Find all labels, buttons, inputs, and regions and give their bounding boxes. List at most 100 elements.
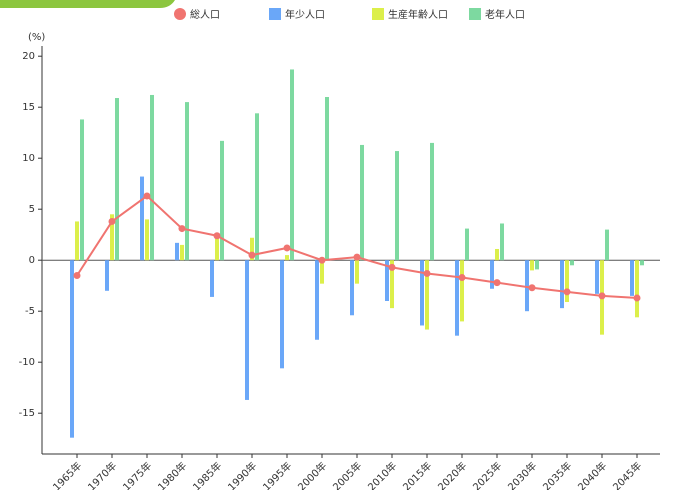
y-tick-label: -10 [19,357,35,368]
bar [560,260,564,309]
line-point [248,251,256,259]
bar [455,260,459,336]
x-tick-label: 2010年 [365,459,399,490]
line-point [353,253,361,261]
legend-label: 総人口 [190,8,220,21]
bar [640,260,644,266]
x-tick-label: 1995年 [260,459,294,490]
y-tick-label: -5 [25,306,35,317]
bar [535,260,539,270]
line-point [563,288,571,296]
bar [460,260,464,322]
x-tick-label: 2025年 [470,459,504,490]
bar [70,260,74,438]
legend-marker [174,8,186,20]
y-tick-label: 5 [29,204,35,215]
line-point [598,292,606,300]
x-tick-label: 1965年 [50,459,84,490]
y-tick-label: 15 [22,102,35,113]
y-tick-label: 20 [22,51,35,62]
legend-marker [269,8,281,20]
bar [115,98,119,261]
bar [110,214,114,261]
bar [215,237,219,261]
bar [175,242,179,261]
bar [420,260,424,326]
x-tick-label: 1980年 [155,459,189,490]
line-point [388,263,396,271]
bar [105,260,109,291]
bar [385,260,389,301]
bar [395,151,399,261]
line-point [108,217,116,225]
bar [490,260,494,289]
bar [525,260,529,312]
line-point [493,279,501,287]
line-point [213,232,221,240]
bar [245,260,249,400]
bar [360,144,364,261]
bar [605,229,609,261]
bar [290,69,294,261]
bar [285,255,289,261]
x-tick-label: 2020年 [435,459,469,490]
bar [500,223,504,261]
x-tick-label: 2030年 [505,459,539,490]
bar [140,176,144,261]
bar [495,248,499,261]
line-point [283,244,291,252]
bar [250,237,254,261]
bar [320,260,324,284]
line-point [528,284,536,292]
bar [75,221,79,261]
x-tick-label: 2045年 [610,459,644,490]
line-point [458,274,466,282]
bar [145,219,149,261]
bar [570,260,574,266]
legend-label: 年少人口 [285,8,325,21]
bar [355,260,359,284]
bar [425,260,429,330]
legend-label: 老年人口 [485,8,525,21]
legend-label: 生産年齢人口 [388,8,448,21]
y-axis-label: (%) [28,32,45,43]
bar [150,94,154,261]
bar [180,244,184,261]
line-point [73,272,81,279]
bar [465,228,469,261]
bar [635,260,639,318]
bar [390,260,394,309]
x-tick-label: 1970年 [85,459,119,490]
bar [280,260,284,369]
y-tick-label: 10 [22,153,35,164]
bar [220,140,224,261]
x-tick-label: 2035年 [540,459,574,490]
x-tick-label: 2000年 [295,459,329,490]
bar [210,260,214,297]
bar [430,142,434,261]
bar [185,102,189,261]
bar [595,260,599,294]
bar [325,97,329,261]
bar [530,260,534,271]
legend-marker [469,8,481,20]
bar [350,260,354,316]
line-point [143,192,151,200]
y-tick-label: -15 [19,408,35,419]
x-tick-label: 2005年 [330,459,364,490]
bar [315,260,319,340]
x-tick-label: 1985年 [190,459,224,490]
y-tick-label: 0 [29,255,35,266]
bar [255,113,259,261]
bar [630,260,634,296]
line-point [178,225,186,233]
x-tick-label: 2040年 [575,459,609,490]
x-tick-label: 1975年 [120,459,154,490]
x-tick-label: 2015年 [400,459,434,490]
legend-marker [372,8,384,20]
bar [565,260,569,303]
x-tick-label: 1990年 [225,459,259,490]
header-tab [0,0,175,8]
line-point [318,256,326,264]
